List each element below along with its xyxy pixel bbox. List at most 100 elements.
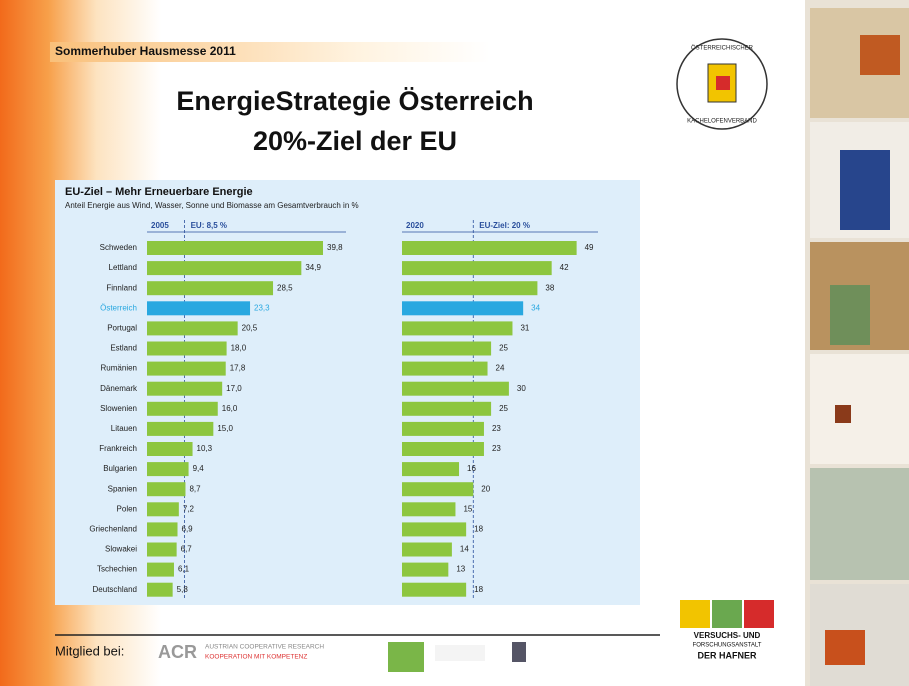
bar (402, 482, 474, 497)
bar (147, 562, 174, 577)
value-label: 16 (467, 464, 476, 473)
category-label: Portugal (107, 324, 137, 333)
value-label: 18 (474, 525, 483, 534)
vfh-text: VERSUCHS- UND (694, 631, 761, 640)
value-label: 25 (499, 344, 508, 353)
bar (402, 582, 467, 597)
vfh-text: DER HAFNER (697, 650, 757, 660)
bar (402, 361, 488, 376)
bar (147, 401, 218, 416)
value-label: 23 (492, 424, 501, 433)
category-label: Rumänien (101, 364, 137, 373)
value-label: 17,8 (230, 364, 246, 373)
bar (402, 321, 513, 336)
value-label: 30 (517, 384, 526, 393)
value-label: 28,5 (277, 283, 293, 292)
bar (147, 261, 302, 276)
bar (147, 341, 227, 356)
value-label: 8,7 (189, 484, 201, 493)
value-label: 49 (585, 243, 594, 252)
partner-logo (388, 642, 424, 672)
bar (147, 381, 223, 396)
value-label: 16,0 (222, 404, 238, 413)
bar (147, 442, 193, 456)
category-label: Slowakei (105, 545, 137, 554)
value-label: 15,0 (217, 424, 233, 433)
value-label: 18 (474, 585, 483, 594)
bar (147, 421, 214, 436)
category-label: Slowenien (100, 404, 137, 413)
value-label: 17,0 (226, 384, 242, 393)
period-label: 2005 (151, 221, 169, 230)
badge-text: ÖSTERREICHISCHER (691, 45, 754, 52)
vfh-text: FORSCHUNGSANSTALT (693, 643, 762, 649)
bar (402, 421, 484, 436)
header-band (50, 42, 490, 62)
value-label: 34,9 (305, 263, 321, 272)
bar (147, 542, 177, 557)
bar (402, 381, 509, 396)
category-label: Deutschland (93, 585, 137, 594)
value-label: 15 (463, 504, 472, 513)
category-label: Spanien (108, 484, 137, 493)
partner-logo (512, 642, 526, 662)
category-label: Finnland (106, 283, 137, 292)
bar (402, 281, 538, 296)
bar (147, 482, 186, 497)
bar (147, 241, 324, 255)
value-label: 39,8 (327, 243, 343, 252)
value-label: 38 (545, 283, 554, 292)
category-label: Bulgarien (103, 464, 137, 473)
bar (402, 522, 467, 537)
acr-name: AUSTRIAN COOPERATIVE RESEARCH (205, 644, 324, 651)
value-label: 6,7 (181, 545, 193, 554)
value-label: 25 (499, 404, 508, 413)
bar (402, 502, 456, 517)
bar (147, 502, 179, 517)
bar (402, 261, 552, 276)
bar (402, 301, 524, 316)
value-label: 13 (456, 565, 465, 574)
badge-text: KACHELOFENVERBAND (687, 119, 757, 125)
value-label: 24 (496, 364, 505, 373)
value-label: 9,4 (193, 464, 205, 473)
bar (402, 341, 492, 356)
category-label: Polen (117, 504, 137, 513)
acr-logo: ACR AUSTRIAN COOPERATIVE RESEARCH KOOPER… (158, 642, 324, 662)
value-label: 42 (560, 263, 569, 272)
acr-slogan: KOOPERATION MIT KOMPETENZ (205, 654, 307, 661)
value-label: 20 (481, 484, 490, 493)
period-label: 2020 (406, 221, 424, 230)
slide-title: EnergieStrategie Österreich (176, 86, 533, 116)
category-label: Griechenland (89, 525, 137, 534)
value-label: 23,3 (254, 303, 270, 312)
value-label: 34 (531, 303, 540, 312)
bar (147, 522, 178, 537)
reference-label: EU: 8,5 % (191, 221, 227, 230)
category-label: Estland (110, 344, 137, 353)
vfh-logo: VERSUCHS- UND FORSCHUNGSANSTALT DER HAFN… (680, 600, 774, 660)
category-label: Frankreich (99, 444, 137, 453)
badge: ÖSTERREICHISCHER KACHELOFENVERBAND (676, 38, 768, 130)
photo-strip (805, 0, 909, 686)
bar (402, 542, 452, 557)
category-label: Litauen (111, 424, 137, 433)
bar (147, 462, 189, 477)
chart-title: EU-Ziel – Mehr Erneuerbare Energie (65, 186, 253, 198)
bar (147, 301, 251, 316)
chart-subtitle: Anteil Energie aus Wind, Wasser, Sonne u… (65, 201, 359, 210)
value-label: 10,3 (197, 444, 213, 453)
partner-logo (435, 645, 485, 661)
bar (402, 401, 492, 416)
value-label: 31 (520, 324, 529, 333)
value-label: 18,0 (231, 344, 247, 353)
bar (402, 442, 484, 456)
event-label: Sommerhuber Hausmesse 2011 (55, 44, 236, 58)
slide-title: 20%-Ziel der EU (253, 126, 457, 156)
bar (147, 321, 238, 336)
bar (147, 582, 173, 597)
value-label: 6,1 (178, 565, 190, 574)
bar (147, 361, 226, 376)
reference-label: EU-Ziel: 20 % (479, 221, 530, 230)
